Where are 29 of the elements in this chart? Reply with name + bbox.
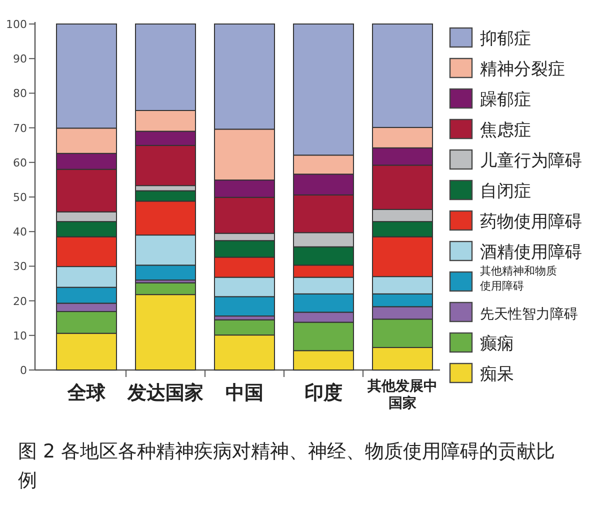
- legend-label: 自闭症: [480, 182, 531, 202]
- x-tick-label: 发达国家: [126, 382, 204, 404]
- y-tick-label: 10: [13, 329, 27, 342]
- x-tick-label: 其他发展中国家: [366, 378, 438, 412]
- legend-label: 药物使用障碍: [480, 212, 582, 232]
- legend-label: 痴呆: [480, 364, 514, 384]
- y-tick-label: 90: [13, 52, 27, 66]
- legend-label: 酒精使用障碍: [480, 242, 582, 262]
- x-tick-label: 印度: [304, 382, 342, 404]
- y-tick-label: 50: [13, 191, 27, 204]
- x-tick-label: 中国: [226, 382, 264, 404]
- legend-label: 焦虑症: [480, 120, 531, 140]
- legend-label: 癫痫: [480, 334, 514, 354]
- y-tick-label: 80: [13, 87, 27, 100]
- y-tick-label: 60: [13, 156, 27, 170]
- y-tick-label: 100: [6, 18, 27, 31]
- legend-label: 其他精神和物质使用障碍: [480, 264, 557, 292]
- y-tick-label: 0: [20, 364, 27, 377]
- x-tick-label: 全球: [66, 382, 106, 404]
- legend-label: 精神分裂症: [480, 60, 565, 80]
- legend-label: 抑郁症: [480, 29, 531, 49]
- y-tick-label: 70: [13, 122, 27, 135]
- legend-label: 躁郁症: [480, 90, 531, 110]
- caption: 图 2 各地区各种精神疾病对精神、神经、物质使用障碍的贡献比例: [18, 440, 556, 492]
- y-tick-label: 40: [13, 226, 27, 239]
- y-tick-label: 30: [13, 260, 27, 274]
- legend-label: 先天性智力障碍: [480, 306, 578, 322]
- legend-label: 儿童行为障碍: [480, 151, 582, 171]
- y-tick-label: 20: [13, 294, 27, 308]
